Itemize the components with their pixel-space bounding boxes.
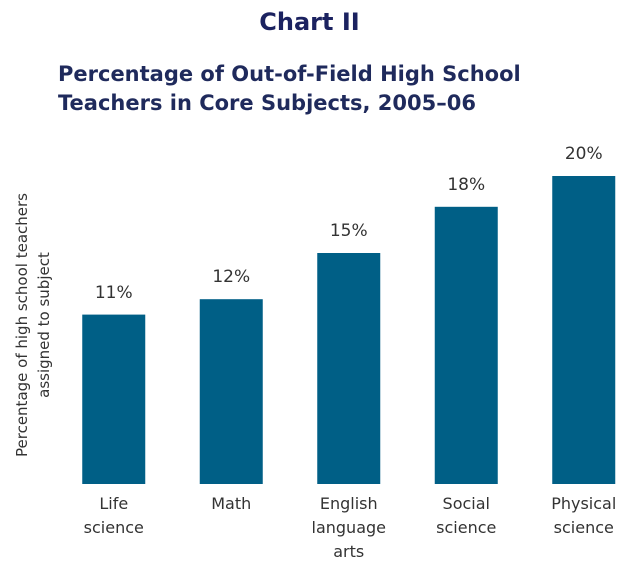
value-label: 11% bbox=[94, 282, 133, 303]
chart-title: Percentage of Out-of-Field High School T… bbox=[58, 62, 521, 115]
bar bbox=[434, 206, 498, 485]
bar bbox=[82, 314, 146, 484]
bar bbox=[552, 176, 616, 484]
y-axis-label: Percentage of high school teachers assig… bbox=[13, 193, 53, 457]
value-label: 18% bbox=[447, 174, 486, 195]
bar bbox=[199, 299, 263, 484]
value-label: 20% bbox=[564, 144, 603, 164]
value-label: 12% bbox=[212, 267, 251, 288]
value-label: 15% bbox=[329, 221, 368, 241]
x-tick-label: Physical science bbox=[551, 494, 617, 537]
x-tick-label: Life science bbox=[83, 494, 144, 537]
x-tick-label: Math bbox=[211, 494, 252, 513]
x-tick-label: Social science bbox=[436, 494, 497, 537]
chart-heading: Chart II bbox=[259, 8, 360, 36]
bar bbox=[317, 253, 381, 484]
x-tick-label: English language arts bbox=[311, 494, 387, 561]
